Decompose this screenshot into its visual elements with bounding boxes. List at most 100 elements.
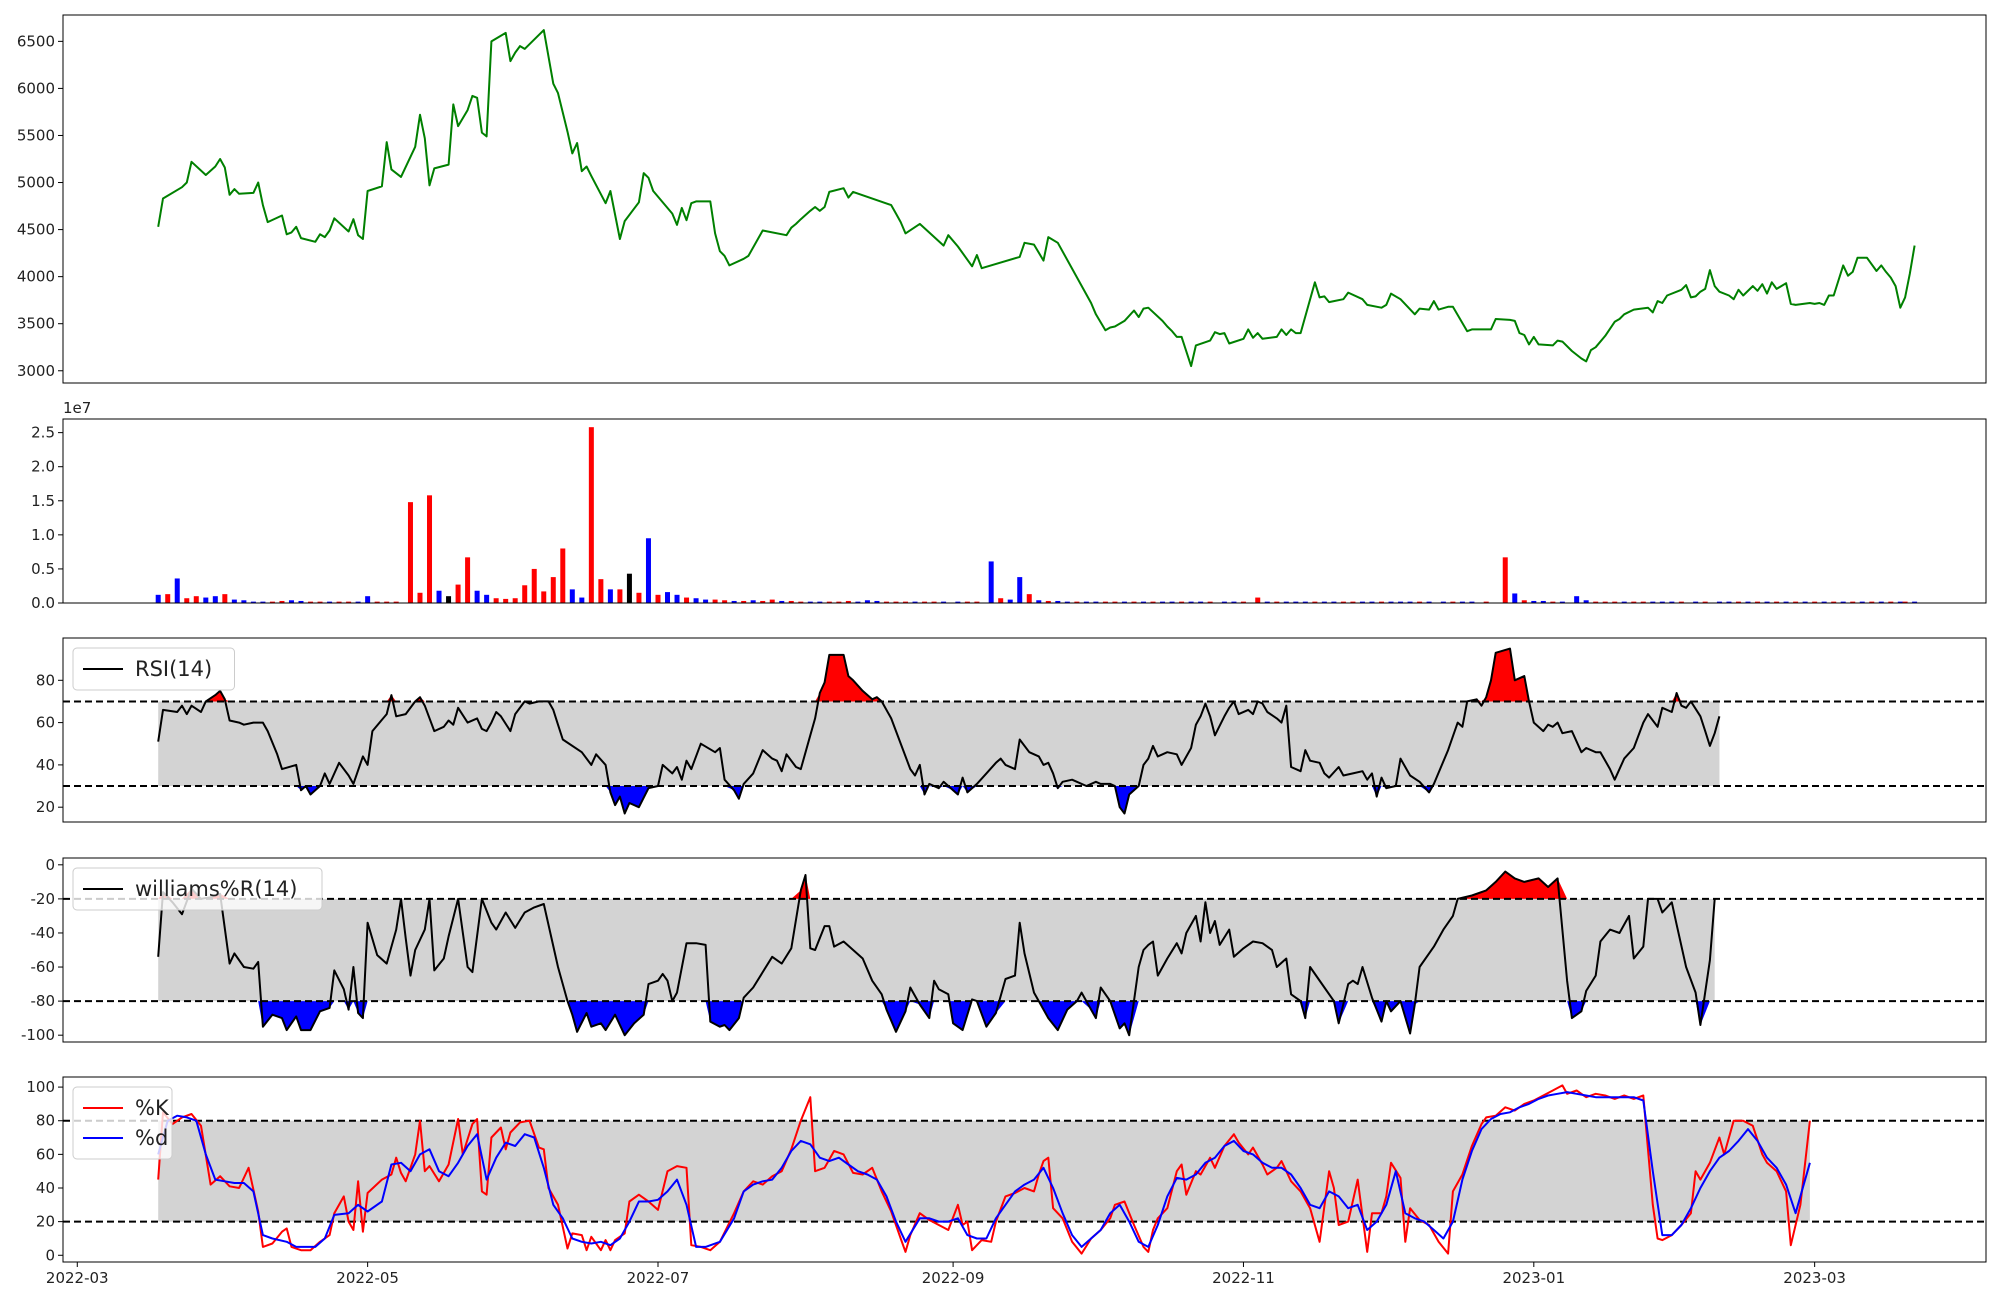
volume-bar [655, 594, 661, 603]
volume-bar [1764, 601, 1770, 603]
price-ytick-label: 6000 [17, 79, 55, 97]
stoch-legend: %K %d [72, 1086, 173, 1160]
volume-bar [346, 601, 352, 603]
volume-bar [1821, 601, 1827, 603]
volume-bar [1540, 600, 1546, 603]
volume-bar [1745, 601, 1751, 603]
x-tick-label: 2022-07 [627, 1269, 690, 1287]
volume-bar [1502, 557, 1508, 603]
stoch-legend-label: %K [135, 1096, 170, 1120]
williams-ytick-label: -80 [31, 992, 56, 1010]
rsi-ytick-label: 20 [36, 798, 55, 816]
williams-overbought-fill [158, 871, 1715, 899]
volume-bar [1321, 601, 1327, 603]
volume-bar [712, 599, 718, 603]
volume-bar [1726, 601, 1732, 603]
volume-panel: 0.0 0.5 1.0 1.5 2.0 2.5 1e7 [31, 399, 1987, 612]
volume-bar [1093, 601, 1099, 603]
volume-bar [260, 601, 266, 603]
volume-bar [1631, 601, 1637, 603]
volume-bar [974, 601, 980, 603]
volume-bar [531, 568, 537, 603]
volume-bar [693, 598, 699, 603]
volume-bar [1064, 601, 1070, 603]
volume-offset-text: 1e7 [63, 399, 91, 417]
volume-ytick-label: 0.0 [31, 594, 55, 612]
volume-bar [1735, 601, 1741, 603]
volume-bar [436, 590, 442, 603]
rsi-legend: RSI(14) [72, 647, 235, 691]
volume-bar [1716, 601, 1722, 603]
williams-panel: 0 -20 -40 -60 -80 -100 williams%R(14) [21, 856, 1987, 1044]
price-ytick-label: 3500 [17, 315, 55, 333]
volume-bar [407, 502, 413, 603]
volume-bar [417, 592, 423, 603]
volume-bar [1055, 600, 1061, 603]
x-tick-label: 2023-01 [1502, 1269, 1565, 1287]
volume-bar [760, 600, 766, 603]
volume-bar [1240, 601, 1246, 603]
volume-bar [1231, 601, 1237, 603]
volume-bar [1888, 601, 1894, 603]
volume-bar [964, 601, 970, 603]
volume-bar [779, 600, 785, 603]
volume-ytick-label: 0.5 [31, 560, 55, 578]
volume-bar [1593, 601, 1599, 603]
rsi-series-line-0 [157, 647, 1721, 815]
volume-bar [1812, 601, 1818, 603]
price-ytick-label: 5000 [17, 174, 55, 192]
volume-bar [503, 598, 509, 603]
volume-bar [1650, 601, 1656, 603]
volume-bar [550, 577, 556, 603]
stoch-ytick-label: 0 [45, 1246, 55, 1264]
volume-bar [455, 584, 461, 603]
volume-bar [1359, 601, 1365, 603]
volume-bar [1693, 601, 1699, 603]
rsi-overbought-fill [158, 648, 1720, 702]
williams-ytick-label: -40 [31, 924, 56, 942]
volume-bar [598, 579, 604, 603]
volume-bar [1783, 601, 1789, 603]
volume-bar [1869, 601, 1875, 603]
volume-bar [807, 601, 813, 603]
stoch-ytick-label: 60 [36, 1145, 55, 1163]
stoch-panel: 0 20 40 60 80 100 %K %d 2022-03 2022-05 2022-07 202… [26, 1076, 1987, 1287]
volume-bar [560, 548, 566, 603]
volume-ytick-label: 1.5 [31, 492, 55, 510]
price-series-line-0 [157, 29, 1916, 368]
volume-plot-area [155, 427, 1918, 603]
volume-bar [384, 601, 390, 603]
stoch-legend-box [72, 1086, 173, 1160]
williams-oversold-fill [158, 1001, 1715, 1036]
volume-bar [1417, 601, 1423, 603]
volume-bar [798, 601, 804, 603]
volume-bar [1398, 601, 1404, 603]
volume-bar [1074, 601, 1080, 603]
volume-bar [522, 585, 528, 603]
volume-bar [1774, 601, 1780, 603]
williams-ytick-label: -60 [31, 958, 56, 976]
rsi-panel: 20 40 60 80 RSI(14) [36, 637, 1987, 823]
volume-bar [1621, 601, 1627, 603]
volume-bar [465, 557, 471, 603]
volume-bar [845, 600, 851, 603]
volume-bar [1521, 600, 1527, 603]
stoch-frame [62, 1076, 1987, 1263]
williams-frame [62, 857, 1987, 1043]
x-tick-label: 2022-09 [922, 1269, 985, 1287]
volume-bar [836, 601, 842, 603]
volume-bar [1793, 601, 1799, 603]
volume-bar [645, 538, 651, 603]
volume-bar [1840, 601, 1846, 603]
stoch-ytick-label: 40 [36, 1179, 55, 1197]
volume-bar [484, 594, 490, 603]
volume-bar [1902, 601, 1908, 603]
stoch-series-line-1 [157, 1091, 1811, 1248]
volume-bar [155, 594, 161, 603]
volume-bar [1669, 601, 1675, 603]
volume-bar [1512, 593, 1518, 603]
volume-bar [427, 495, 433, 603]
volume-bar [1531, 600, 1537, 603]
williams-ytick-label: 0 [45, 856, 55, 874]
